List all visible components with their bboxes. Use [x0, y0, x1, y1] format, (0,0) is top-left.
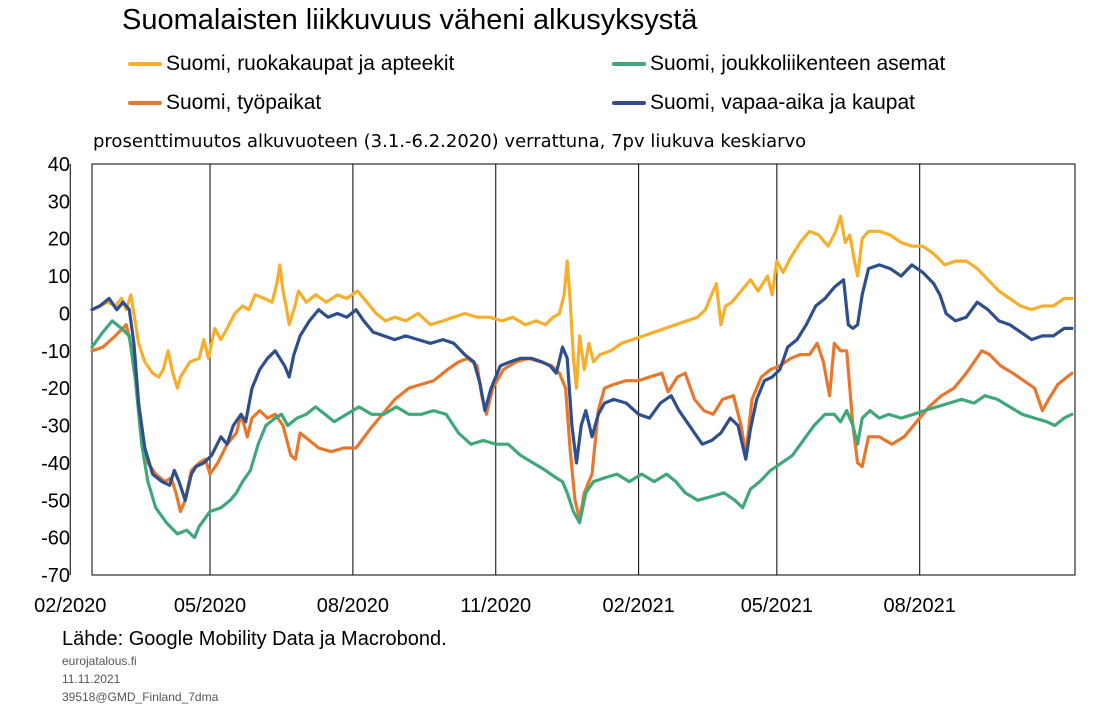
- chart-title: Suomalaisten liikkuvuus väheni alkusyksy…: [122, 4, 698, 36]
- source-note: Lähde: Google Mobility Data ja Macrobond…: [62, 628, 447, 650]
- y-tick-label: -10: [41, 341, 70, 363]
- code-note: 39518@GMD_Finland_7dma: [62, 690, 219, 704]
- legend-label-work: Suomi, työpaikat: [166, 91, 322, 114]
- y-tick-label: 30: [48, 191, 70, 213]
- chart-subtitle: prosenttimuutos alkuvuoteen (3.1.-6.2.20…: [93, 131, 807, 152]
- legend-label-transit: Suomi, joukkoliikenteen asemat: [650, 52, 946, 75]
- x-tick-label: 08/2021: [884, 595, 956, 617]
- legend-item-transit: Suomi, joukkoliikenteen asemat: [612, 49, 945, 79]
- series-line: [90, 323, 1074, 521]
- y-tick-label: 20: [48, 229, 70, 251]
- legend-item-food: Suomi, ruokakaupat ja apteekit: [128, 49, 454, 79]
- legend-swatch-food: [128, 62, 162, 66]
- date-note: 11.11.2021: [62, 672, 121, 686]
- plot-frame: [91, 163, 1076, 576]
- x-tick-label: 02/2021: [602, 595, 674, 617]
- x-tick-label: 11/2020: [460, 595, 531, 617]
- legend-swatch-leisure: [612, 101, 646, 105]
- x-tick-label: 05/2021: [741, 595, 813, 617]
- series-line: [90, 214, 1074, 390]
- legend-label-food: Suomi, ruokakaupat ja apteekit: [166, 52, 455, 75]
- y-tick-label: -60: [41, 528, 70, 550]
- x-tick-label: 02/2020: [34, 595, 106, 617]
- y-tick-label: 10: [48, 266, 70, 288]
- legend-swatch-transit: [612, 62, 646, 66]
- y-tick-label: -50: [41, 490, 70, 512]
- y-tick-label: -40: [41, 453, 70, 475]
- legend-item-work: Suomi, työpaikat: [128, 88, 321, 118]
- legend-swatch-work: [128, 101, 162, 105]
- legend-item-leisure: Suomi, vapaa-aika ja kaupat: [612, 88, 915, 118]
- y-tick-label: -20: [41, 378, 70, 400]
- y-tick-label: 40: [48, 154, 70, 176]
- y-tick-label: -70: [41, 565, 70, 587]
- site-note: eurojatalous.fi: [62, 654, 137, 668]
- x-tick-label: 08/2020: [317, 595, 389, 617]
- y-tick-label: -30: [41, 416, 70, 438]
- series-line: [90, 319, 1074, 540]
- series-line: [90, 263, 1074, 502]
- x-tick-label: 05/2020: [174, 595, 246, 617]
- legend-label-leisure: Suomi, vapaa-aika ja kaupat: [650, 91, 915, 114]
- y-tick-label: 0: [59, 303, 70, 325]
